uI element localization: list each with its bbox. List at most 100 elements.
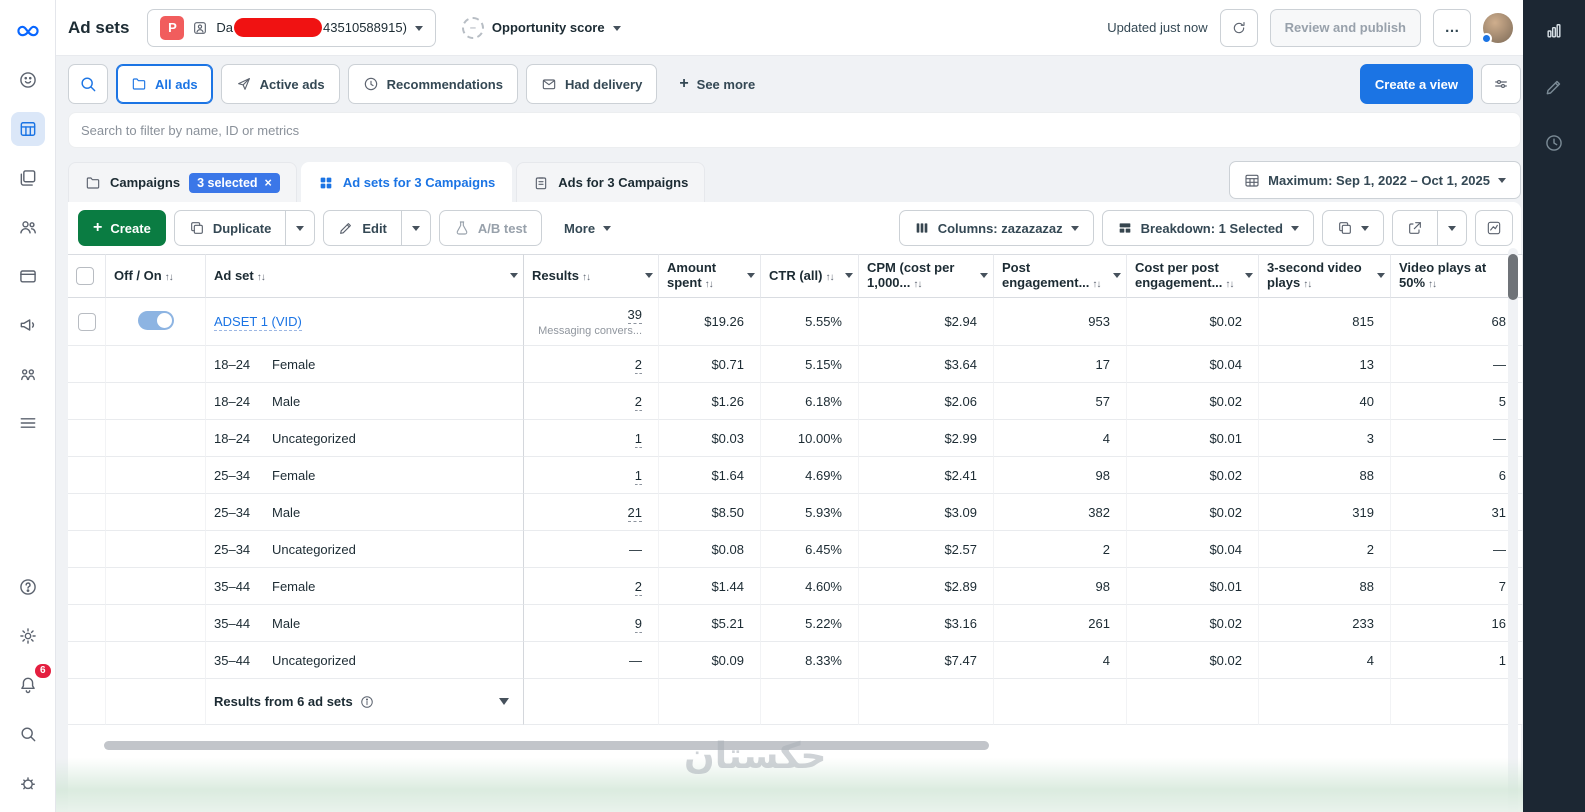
breakdown-label: Breakdown: 1 Selected — [1140, 220, 1283, 236]
chevron-down-icon[interactable] — [1377, 273, 1385, 282]
filter-had-delivery[interactable]: Had delivery — [525, 64, 658, 104]
billing-icon[interactable] — [11, 259, 45, 293]
horizontal-scrollbar — [104, 741, 1511, 750]
search-filter-button[interactable] — [68, 64, 108, 104]
create-button[interactable]: + Create — [78, 210, 166, 246]
col-off-on[interactable]: Off / On ↑↓ — [106, 254, 206, 298]
export-dropdown[interactable] — [1438, 210, 1467, 246]
select-all-checkbox[interactable] — [76, 267, 94, 285]
more-options-button[interactable]: … — [1433, 8, 1471, 47]
ab-test-button[interactable]: A/B test — [438, 210, 543, 246]
settings-gear-icon[interactable] — [11, 619, 45, 653]
results-value[interactable]: 9 — [634, 615, 642, 633]
results-value[interactable]: 1 — [634, 467, 642, 485]
meta-logo[interactable] — [11, 14, 45, 48]
results-value[interactable]: — — [629, 652, 642, 668]
results-value[interactable]: 39 — [627, 306, 642, 324]
chevron-down-icon[interactable] — [645, 273, 653, 282]
opportunity-score[interactable]: – Opportunity score — [461, 16, 621, 39]
refresh-button[interactable] — [1219, 8, 1258, 47]
chevron-down-icon[interactable] — [1245, 273, 1253, 282]
chevron-down-icon[interactable] — [845, 273, 853, 282]
col-amount-spent[interactable]: Amount spent ↑↓ — [659, 254, 761, 298]
gender: Uncategorized — [272, 430, 356, 446]
duplicate-button[interactable]: Duplicate — [173, 210, 287, 246]
tab-ad-sets[interactable]: Ad sets for 3 Campaigns — [300, 162, 513, 202]
results-value[interactable]: 2 — [634, 578, 642, 596]
col-ctr[interactable]: CTR (all) ↑↓ — [761, 254, 859, 298]
results-value[interactable]: 2 — [634, 393, 642, 411]
edit-button[interactable]: Edit — [323, 210, 402, 246]
view-settings-button[interactable] — [1481, 64, 1521, 104]
adset-toggle[interactable] — [137, 310, 174, 330]
age-range: 18–24 — [214, 356, 251, 372]
notifications-bell-icon[interactable]: 6 — [11, 664, 51, 702]
recommendations-icon — [364, 77, 377, 91]
chevron-down-icon[interactable] — [980, 273, 988, 282]
info-icon[interactable] — [360, 695, 374, 709]
filter-active-ads[interactable]: Active ads — [220, 64, 340, 104]
columns-button[interactable]: Columns: zazazazaz — [898, 210, 1094, 246]
see-more-button[interactable]: + See more — [665, 64, 769, 104]
breakdown-button[interactable]: Breakdown: 1 Selected — [1101, 210, 1314, 246]
reports-button[interactable] — [1322, 210, 1384, 246]
audiences-icon[interactable] — [11, 210, 45, 244]
account-overview-icon[interactable] — [11, 63, 45, 97]
campaigns-nav-icon[interactable] — [10, 112, 45, 146]
results-value[interactable]: 1 — [634, 430, 642, 448]
date-range-button[interactable]: Maximum: Sep 1, 2022 – Oct 1, 2025 — [1229, 161, 1521, 199]
review-publish-button[interactable]: Review and publish — [1269, 8, 1421, 47]
chevron-down-icon[interactable] — [747, 273, 755, 282]
col-cost-per-engagement[interactable]: Cost per post engagement... ↑↓ — [1127, 254, 1259, 298]
help-icon[interactable] — [11, 570, 45, 604]
col-3s-video-plays[interactable]: 3-second video plays ↑↓ — [1259, 254, 1391, 298]
export-button[interactable] — [1392, 210, 1438, 246]
create-view-button[interactable]: Create a view — [1359, 64, 1473, 104]
chevron-down-icon — [1448, 226, 1456, 235]
adset-name-link[interactable]: ADSET 1 (VID) — [214, 314, 302, 331]
close-icon[interactable]: × — [264, 175, 272, 190]
expand-chevron-icon[interactable] — [499, 698, 509, 710]
filter-recommendations-label: Recommendations — [386, 76, 503, 92]
collaboration-icon[interactable] — [11, 357, 45, 391]
ads-reporting-icon[interactable] — [11, 161, 45, 195]
cpm-value: $7.47 — [859, 642, 994, 679]
results-value[interactable]: 21 — [627, 504, 642, 522]
edit-dropdown[interactable] — [401, 210, 431, 246]
vertical-scrollbar-thumb[interactable] — [1508, 254, 1518, 300]
3s-plays-value: 40 — [1259, 383, 1391, 420]
insights-chart-icon[interactable] — [1537, 14, 1571, 48]
col-video-plays-50[interactable]: Video plays at 50% ↑↓ — [1391, 254, 1523, 298]
filter-all-ads[interactable]: All ads — [116, 64, 213, 104]
cpm-value: $2.41 — [859, 457, 994, 494]
charts-button[interactable] — [1475, 210, 1513, 246]
search-input[interactable] — [68, 112, 1521, 148]
more-button[interactable]: More — [550, 210, 625, 246]
col-post-engagement[interactable]: Post engagement... ↑↓ — [994, 254, 1127, 298]
chevron-down-icon[interactable] — [1113, 273, 1121, 282]
col-cpm[interactable]: CPM (cost per 1,000... ↑↓ — [859, 254, 994, 298]
horizontal-scrollbar-thumb[interactable] — [104, 741, 989, 750]
all-tools-menu-icon[interactable] — [11, 406, 45, 440]
duplicate-label: Duplicate — [212, 220, 272, 236]
tab-ads[interactable]: Ads for 3 Campaigns — [516, 162, 706, 202]
results-value[interactable]: — — [629, 541, 642, 557]
account-name: Da 43510588915) — [216, 18, 407, 37]
tab-campaigns[interactable]: Campaigns 3 selected × — [68, 162, 297, 202]
results-value[interactable]: 2 — [634, 356, 642, 374]
promotions-icon[interactable] — [11, 308, 45, 342]
account-selector[interactable]: P Da 43510588915) — [147, 8, 436, 47]
history-clock-icon[interactable] — [1537, 126, 1571, 160]
report-bug-icon[interactable] — [11, 766, 45, 800]
campaigns-folder-icon — [86, 176, 100, 189]
filter-recommendations[interactable]: Recommendations — [347, 64, 518, 104]
col-ad-set[interactable]: Ad set ↑↓ — [206, 254, 524, 298]
col-results[interactable]: Results ↑↓ — [524, 254, 659, 298]
user-avatar[interactable] — [1481, 12, 1513, 44]
search-nav-icon[interactable] — [11, 717, 45, 751]
edit-panel-icon[interactable] — [1537, 70, 1571, 104]
copy-icon — [1339, 222, 1351, 234]
row-checkbox[interactable] — [77, 312, 96, 331]
duplicate-dropdown[interactable] — [286, 210, 316, 246]
chevron-down-icon[interactable] — [510, 273, 518, 282]
